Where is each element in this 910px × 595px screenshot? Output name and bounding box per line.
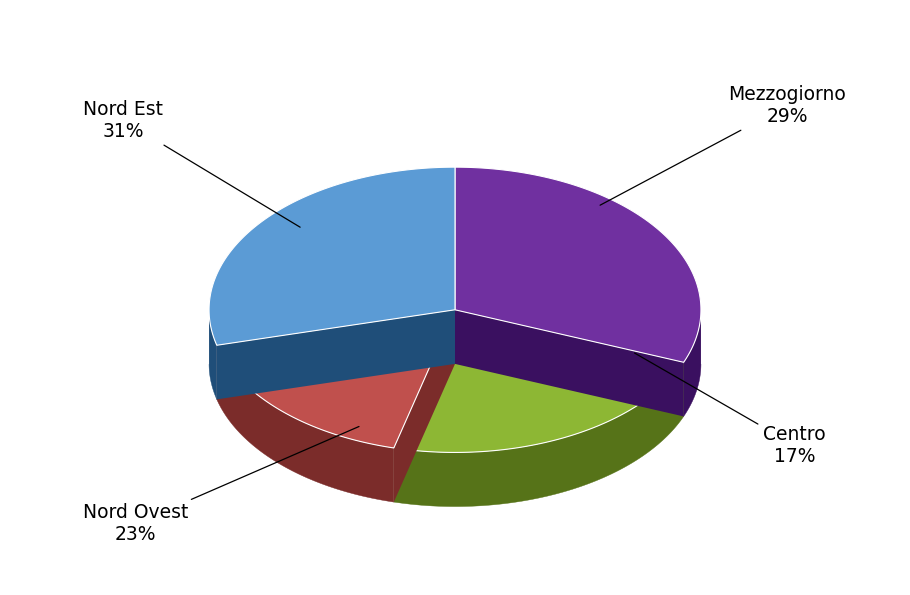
Text: Nord Est
31%: Nord Est 31% [83,100,300,227]
Text: Centro
17%: Centro 17% [634,353,825,465]
Polygon shape [394,310,455,502]
Polygon shape [217,345,394,502]
Polygon shape [394,362,683,506]
Polygon shape [394,310,455,502]
Polygon shape [455,310,683,416]
Text: Mezzogiorno
29%: Mezzogiorno 29% [600,85,846,205]
Polygon shape [455,310,683,416]
Polygon shape [209,167,455,345]
Polygon shape [455,167,701,362]
Polygon shape [209,310,217,399]
Text: Nord Ovest
23%: Nord Ovest 23% [83,427,359,544]
Polygon shape [217,310,455,399]
Polygon shape [394,310,683,452]
Polygon shape [683,310,701,416]
Polygon shape [217,310,455,448]
Polygon shape [217,310,455,399]
